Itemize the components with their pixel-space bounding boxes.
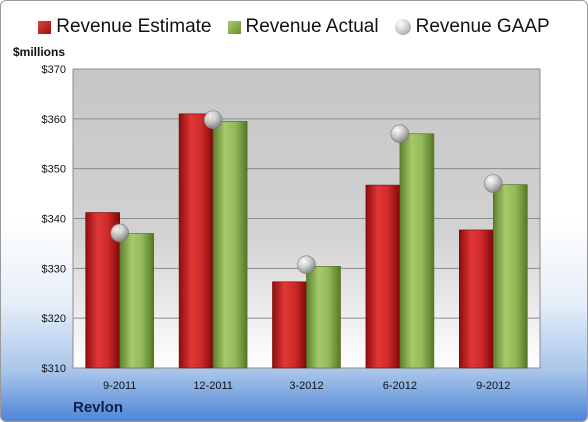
legend-swatch-actual [227,20,241,34]
legend-label-actual: Revenue Actual [245,16,379,37]
legend-swatch-estimate [38,20,52,34]
bar-revenue-actual [492,184,528,369]
bar-revenue-estimate [458,229,494,369]
x-tick-label: 9-2011 [103,380,136,392]
y-axis-unit-label: $millions [13,45,66,59]
bar-revenue-estimate [272,281,307,369]
y-axis-ticks: $310 $320 $330 $340 $350 $360 $370 [42,64,66,375]
x-tick-label: 6-2012 [383,380,417,392]
legend-item-actual: Revenue Actual [227,15,379,39]
gaap-markers [110,110,503,275]
marker-revenue-gaap [390,124,410,144]
legend-item-gaap: Revenue GAAP [394,15,550,39]
bar-revenue-actual [119,233,154,369]
y-tick-label: $360 [42,114,66,126]
y-tick-label: $340 [42,214,66,226]
y-tick-label: $330 [42,263,66,275]
bar-revenue-actual [212,121,248,369]
chart-legend: Revenue Estimate Revenue Actual Revenue … [1,15,587,39]
legend-swatch-gaap [394,19,411,35]
marker-revenue-gaap [203,110,223,130]
y-tick-label: $310 [42,363,66,375]
marker-revenue-gaap [483,174,503,193]
marker-revenue-gaap [110,223,129,243]
legend-label-estimate: Revenue Estimate [56,16,212,37]
legend-item-estimate: Revenue Estimate [38,15,212,39]
x-tick-label: 3-2012 [289,380,323,392]
x-tick-label: 9-2012 [476,380,510,392]
company-name: Revlon [73,399,124,416]
bar-revenue-estimate [365,184,401,369]
y-tick-label: $350 [42,164,66,176]
marker-revenue-gaap [297,255,316,275]
x-axis-ticks: 9-2011 12-2011 3-2012 6-2012 9-2012 [103,380,510,392]
x-tick-label: 12-2011 [193,380,233,392]
bar-revenue-actual [306,266,341,369]
bar-revenue-actual [399,133,435,369]
bar-revenue-estimate [178,113,214,369]
y-tick-label: $320 [42,313,66,325]
legend-label-gaap: Revenue GAAP [415,16,550,37]
bars [85,113,528,369]
y-tick-label: $370 [42,64,66,76]
